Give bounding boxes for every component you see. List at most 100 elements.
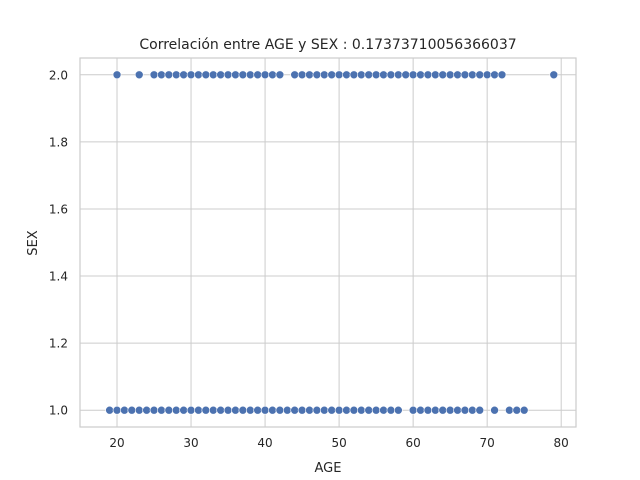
data-points (105, 70, 559, 415)
data-point (179, 70, 188, 80)
data-point (238, 70, 248, 80)
data-point (342, 70, 351, 80)
data-point (468, 70, 477, 80)
data-point (290, 405, 299, 415)
data-point (394, 405, 403, 415)
x-axis-label: AGE (315, 461, 342, 476)
data-point (305, 70, 314, 80)
data-point (438, 405, 448, 415)
data-point (319, 70, 329, 80)
data-point (519, 405, 529, 415)
data-point (371, 70, 381, 80)
grid (80, 58, 576, 427)
y-tick-label: 2.0 (49, 68, 68, 82)
data-point (149, 70, 159, 80)
data-point (305, 405, 314, 415)
data-point (445, 405, 455, 415)
data-point (342, 405, 351, 415)
data-point (357, 405, 366, 415)
data-point (371, 405, 381, 415)
data-point (460, 405, 470, 415)
data-point (386, 70, 396, 80)
data-point (164, 70, 174, 80)
x-tick-labels: 20 30 40 50 60 70 80 (109, 436, 568, 450)
data-point (327, 405, 337, 415)
y-tick-label: 1.0 (49, 404, 68, 418)
data-point (194, 405, 203, 415)
data-point (216, 70, 225, 80)
data-point (223, 405, 233, 415)
data-point (319, 405, 329, 415)
data-point (453, 405, 462, 415)
plot-frame (79, 57, 577, 428)
data-point (297, 70, 307, 80)
y-axis-label: SEX (26, 230, 41, 255)
chart-title: Correlación entre AGE y SEX : 0.17373710… (139, 37, 516, 53)
data-point (423, 405, 433, 415)
data-point (431, 405, 440, 415)
x-tick-label: 40 (257, 436, 272, 450)
data-point (431, 70, 440, 80)
data-point (438, 70, 448, 80)
data-point (245, 70, 255, 80)
data-point (201, 70, 211, 80)
data-point (364, 405, 374, 415)
data-point (334, 405, 344, 415)
data-point (460, 70, 470, 80)
data-point (386, 405, 396, 415)
data-point (179, 405, 188, 415)
data-point (312, 70, 322, 80)
data-point (475, 70, 485, 80)
data-point (260, 70, 270, 80)
data-point (142, 405, 151, 415)
y-tick-label: 1.2 (49, 337, 68, 351)
data-point (186, 70, 196, 80)
data-point (171, 70, 181, 80)
data-point (401, 70, 411, 80)
data-point (253, 405, 262, 415)
data-point (157, 70, 166, 80)
data-point (275, 70, 285, 80)
data-point (157, 405, 166, 415)
data-point (468, 405, 477, 415)
data-point (260, 405, 270, 415)
data-point (423, 70, 433, 80)
data-point (208, 405, 218, 415)
data-point (490, 70, 499, 80)
data-point (290, 70, 299, 80)
data-point (364, 70, 374, 80)
y-tick-labels: 1.0 1.2 1.4 1.6 1.8 2.0 (49, 68, 68, 417)
data-point (445, 70, 455, 80)
data-point (201, 405, 211, 415)
data-point (379, 70, 388, 80)
data-point (253, 70, 262, 80)
data-point (275, 405, 285, 415)
data-point (505, 405, 514, 415)
data-point (312, 405, 322, 415)
data-point (208, 70, 218, 80)
data-point (268, 405, 277, 415)
data-point (216, 405, 225, 415)
data-point (453, 70, 462, 80)
data-point (408, 70, 418, 80)
x-tick-label: 70 (480, 436, 495, 450)
data-point (238, 405, 248, 415)
data-point (475, 405, 485, 415)
data-point (349, 70, 359, 80)
data-point (120, 405, 129, 415)
x-tick-label: 60 (405, 436, 420, 450)
data-point (245, 405, 255, 415)
x-tick-label: 20 (109, 436, 124, 450)
data-point (408, 405, 418, 415)
data-point (194, 70, 203, 80)
data-point (105, 405, 114, 415)
data-point (357, 70, 366, 80)
data-point (134, 70, 144, 80)
data-point (223, 70, 233, 80)
data-point (231, 70, 240, 80)
data-point (497, 70, 507, 80)
x-tick-label: 50 (331, 436, 346, 450)
data-point (112, 70, 122, 80)
data-point (127, 405, 137, 415)
data-point (327, 70, 337, 80)
